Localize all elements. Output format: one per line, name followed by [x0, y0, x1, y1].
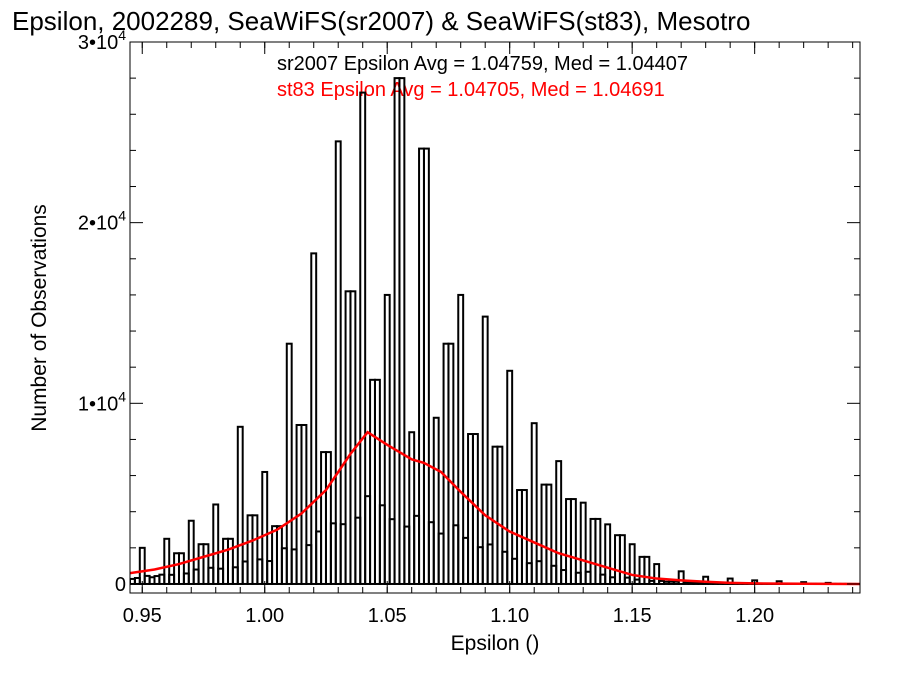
sr2007-histogram: [130, 77, 857, 585]
histogram-bar: [677, 570, 685, 585]
histogram-bar: [447, 342, 455, 585]
histogram-bar: [702, 575, 710, 585]
histogram-bar: [604, 523, 612, 585]
histogram-bar: [334, 140, 342, 585]
histogram-bar: [432, 416, 440, 585]
histogram-bar: [481, 315, 489, 585]
histogram-bar: [506, 369, 514, 585]
histogram-bar: [555, 460, 563, 585]
x-tick-label: 1.15: [613, 605, 652, 627]
y-tick-label: 1•104: [78, 388, 126, 415]
axes: 0.95 1.00 1.05 1.10 1.15 1.20 0 1•104 2•104 3•104: [78, 27, 861, 627]
plot-frame: [129, 41, 861, 594]
histogram-bar: [187, 519, 195, 585]
histogram-bar: [653, 563, 661, 585]
y-tick-label: 3•104: [78, 27, 126, 54]
x-tick-label: 1.05: [368, 605, 407, 627]
y-tick-label: 2•104: [78, 208, 126, 235]
chart-title: Epsilon, 2002289, SeaWiFS(sr2007) & SeaW…: [12, 6, 750, 36]
histogram-bar: [628, 543, 636, 585]
histogram-bar: [408, 431, 416, 585]
histogram-bar: [545, 483, 553, 585]
histogram-bar: [324, 451, 332, 585]
histogram-bar: [618, 534, 626, 585]
histogram-bar: [530, 422, 538, 585]
histogram-bar: [359, 91, 367, 585]
x-axis-label: Epsilon (): [451, 632, 540, 655]
annotation-sr2007: sr2007 Epsilon Avg = 1.04759, Med = 1.04…: [277, 53, 688, 75]
histogram-bar: [643, 555, 651, 585]
x-tick-label: 1.20: [735, 605, 774, 627]
histogram-bar: [496, 445, 504, 585]
histogram-bar: [398, 77, 406, 585]
y-axis-label: Number of Observations: [28, 204, 51, 432]
histogram-bar: [236, 425, 244, 585]
histogram-bar: [422, 147, 430, 585]
histogram-bar: [457, 293, 465, 585]
histogram-bar: [251, 514, 259, 585]
histogram-bar: [226, 537, 234, 585]
histogram-bar: [373, 378, 381, 585]
histogram-bar: [212, 503, 220, 585]
x-tick-label: 1.10: [490, 605, 529, 627]
histogram-bar: [177, 552, 185, 585]
histogram-bar: [300, 423, 308, 585]
histogram-bar: [579, 501, 587, 585]
x-tick-label: 0.95: [123, 605, 162, 627]
histogram-bar: [569, 498, 577, 585]
histogram-bar: [594, 517, 602, 585]
histogram-bar: [310, 252, 318, 585]
histogram-bar: [202, 543, 210, 585]
plot-area: [130, 77, 860, 586]
annotation-st83: st83 Epsilon Avg = 1.04705, Med = 1.0469…: [277, 79, 665, 101]
x-tick-label: 1.00: [245, 605, 284, 627]
histogram-bar: [285, 342, 293, 585]
histogram-bar: [349, 290, 357, 585]
histogram-bar: [163, 537, 171, 585]
y-tick-label: 0: [115, 574, 126, 596]
st83-line: [130, 430, 860, 586]
